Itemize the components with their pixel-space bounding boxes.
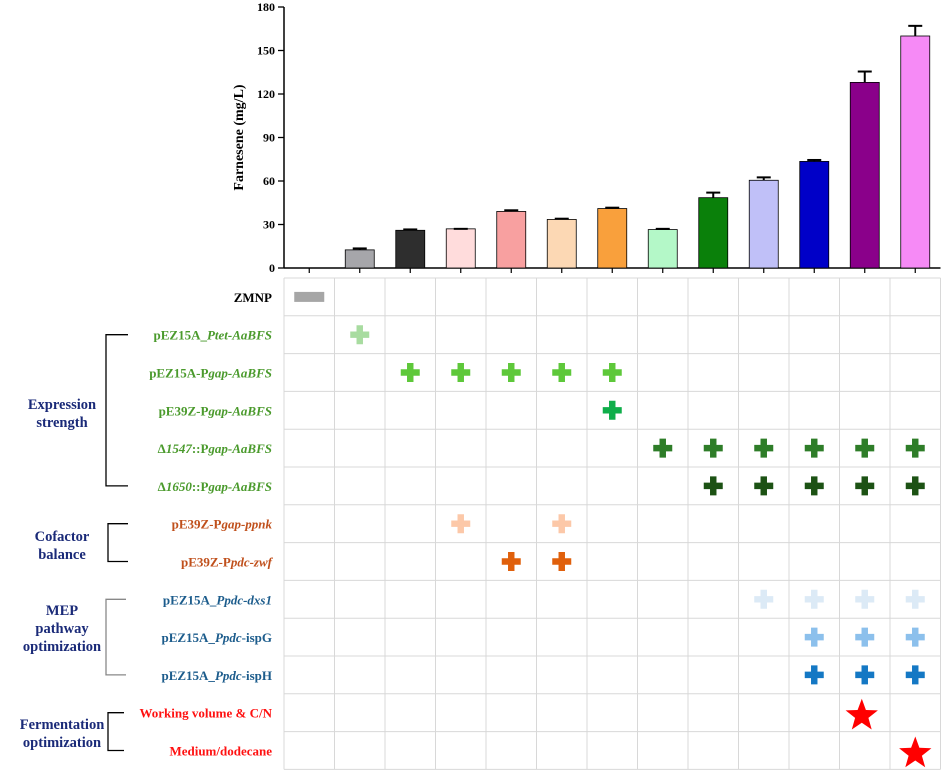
row-label: pE39Z-Pgap-ppnk xyxy=(172,517,273,532)
group-label: pathway xyxy=(35,621,89,637)
bar-chart: 0 30 60 90 120 150 180 Farnesene (mg/L) xyxy=(232,0,941,275)
plus-mark xyxy=(804,589,824,609)
row-label: pEZ15A_Ppdc-dxs1 xyxy=(163,592,272,607)
plus-mark xyxy=(855,665,875,685)
group-label: Expression xyxy=(28,397,96,413)
plus-mark xyxy=(703,438,723,458)
plus-mark xyxy=(754,589,774,609)
star-mark xyxy=(845,698,878,730)
row-label: Δ1547::Pgap-AaBFS xyxy=(158,441,272,456)
row-label: pE39Z-Pgap-AaBFS xyxy=(159,403,272,418)
plus-mark xyxy=(552,514,572,534)
plus-mark xyxy=(400,363,420,382)
group-bracket xyxy=(105,598,126,676)
group-labels: Expression strength Cofactor balance MEP path… xyxy=(20,334,128,752)
bar xyxy=(900,35,931,269)
row-label: ZMNP xyxy=(234,290,272,305)
bar xyxy=(647,229,678,269)
plus-mark xyxy=(905,438,925,458)
plus-mark xyxy=(804,627,824,647)
plus-mark xyxy=(855,589,875,609)
y-tick-label: 150 xyxy=(257,44,275,58)
plus-mark xyxy=(905,589,925,609)
plus-mark xyxy=(552,363,572,382)
plus-mark xyxy=(804,438,824,458)
bar xyxy=(799,161,830,269)
bar xyxy=(496,211,527,269)
plus-mark xyxy=(350,325,370,345)
group-label: optimization xyxy=(23,735,101,751)
row-label: pE39Z-Ppdc-zwf xyxy=(181,555,274,570)
plus-mark xyxy=(653,438,673,458)
bar xyxy=(445,228,476,269)
plus-mark xyxy=(804,476,824,496)
bar xyxy=(597,208,628,269)
row-label: pEZ15A_Ptet-AaBFS xyxy=(154,328,272,343)
plus-mark xyxy=(451,514,471,534)
y-axis-title: Farnesene (mg/L) xyxy=(232,84,247,190)
group-label: Cofactor xyxy=(35,529,90,545)
plus-mark xyxy=(501,363,521,382)
plus-mark xyxy=(602,363,622,382)
plus-mark xyxy=(552,552,572,571)
bar xyxy=(849,82,880,269)
row-label: Working volume & C/N xyxy=(139,706,272,721)
y-tick-label: 120 xyxy=(257,87,275,101)
group-label: strength xyxy=(36,415,87,431)
row-label: Δ1650::Pgap-AaBFS xyxy=(158,479,272,494)
plus-mark xyxy=(602,400,622,420)
plus-mark xyxy=(501,552,521,571)
y-tick-label: 30 xyxy=(263,218,275,232)
strain-construction-grid xyxy=(283,277,941,770)
bar xyxy=(748,179,779,269)
bar xyxy=(344,249,375,269)
row-label: pEZ15A_Ppdc-ispG xyxy=(161,630,272,645)
group-label: balance xyxy=(38,547,86,563)
plus-mark xyxy=(855,438,875,458)
bar xyxy=(395,229,426,269)
row-label: pEZ15A_Ppdc-ispH xyxy=(161,668,272,683)
plus-mark xyxy=(905,627,925,647)
row-label: pEZ15A-Pgap-AaBFS xyxy=(149,366,272,381)
star-mark xyxy=(899,736,932,768)
baseline-bar-mark xyxy=(294,291,325,302)
plus-mark xyxy=(703,476,723,496)
bar xyxy=(698,197,729,269)
y-tick-label: 0 xyxy=(269,261,275,275)
y-tick-label: 90 xyxy=(263,131,275,145)
plus-mark xyxy=(855,627,875,647)
row-labels: ZMNP pEZ15A_Ptet-AaBFS pEZ15A-Pgap-AaBFS pE… xyxy=(139,290,273,759)
group-label: Fermentation xyxy=(20,717,105,733)
group-bracket xyxy=(107,523,128,563)
bar xyxy=(546,219,577,269)
plus-mark xyxy=(754,438,774,458)
plus-mark xyxy=(754,476,774,496)
group-label: MEP xyxy=(46,603,78,619)
y-tick-label: 60 xyxy=(263,174,275,188)
group-label: optimization xyxy=(23,639,101,655)
group-bracket xyxy=(107,712,124,752)
group-bracket xyxy=(105,334,128,487)
plus-mark xyxy=(451,363,471,382)
row-label: Medium/dodecane xyxy=(169,744,272,759)
y-tick-label: 180 xyxy=(257,0,275,14)
grid-marks xyxy=(294,291,932,768)
plus-mark xyxy=(804,665,824,685)
plus-mark xyxy=(905,665,925,685)
plus-mark xyxy=(855,476,875,496)
plus-mark xyxy=(905,476,925,496)
